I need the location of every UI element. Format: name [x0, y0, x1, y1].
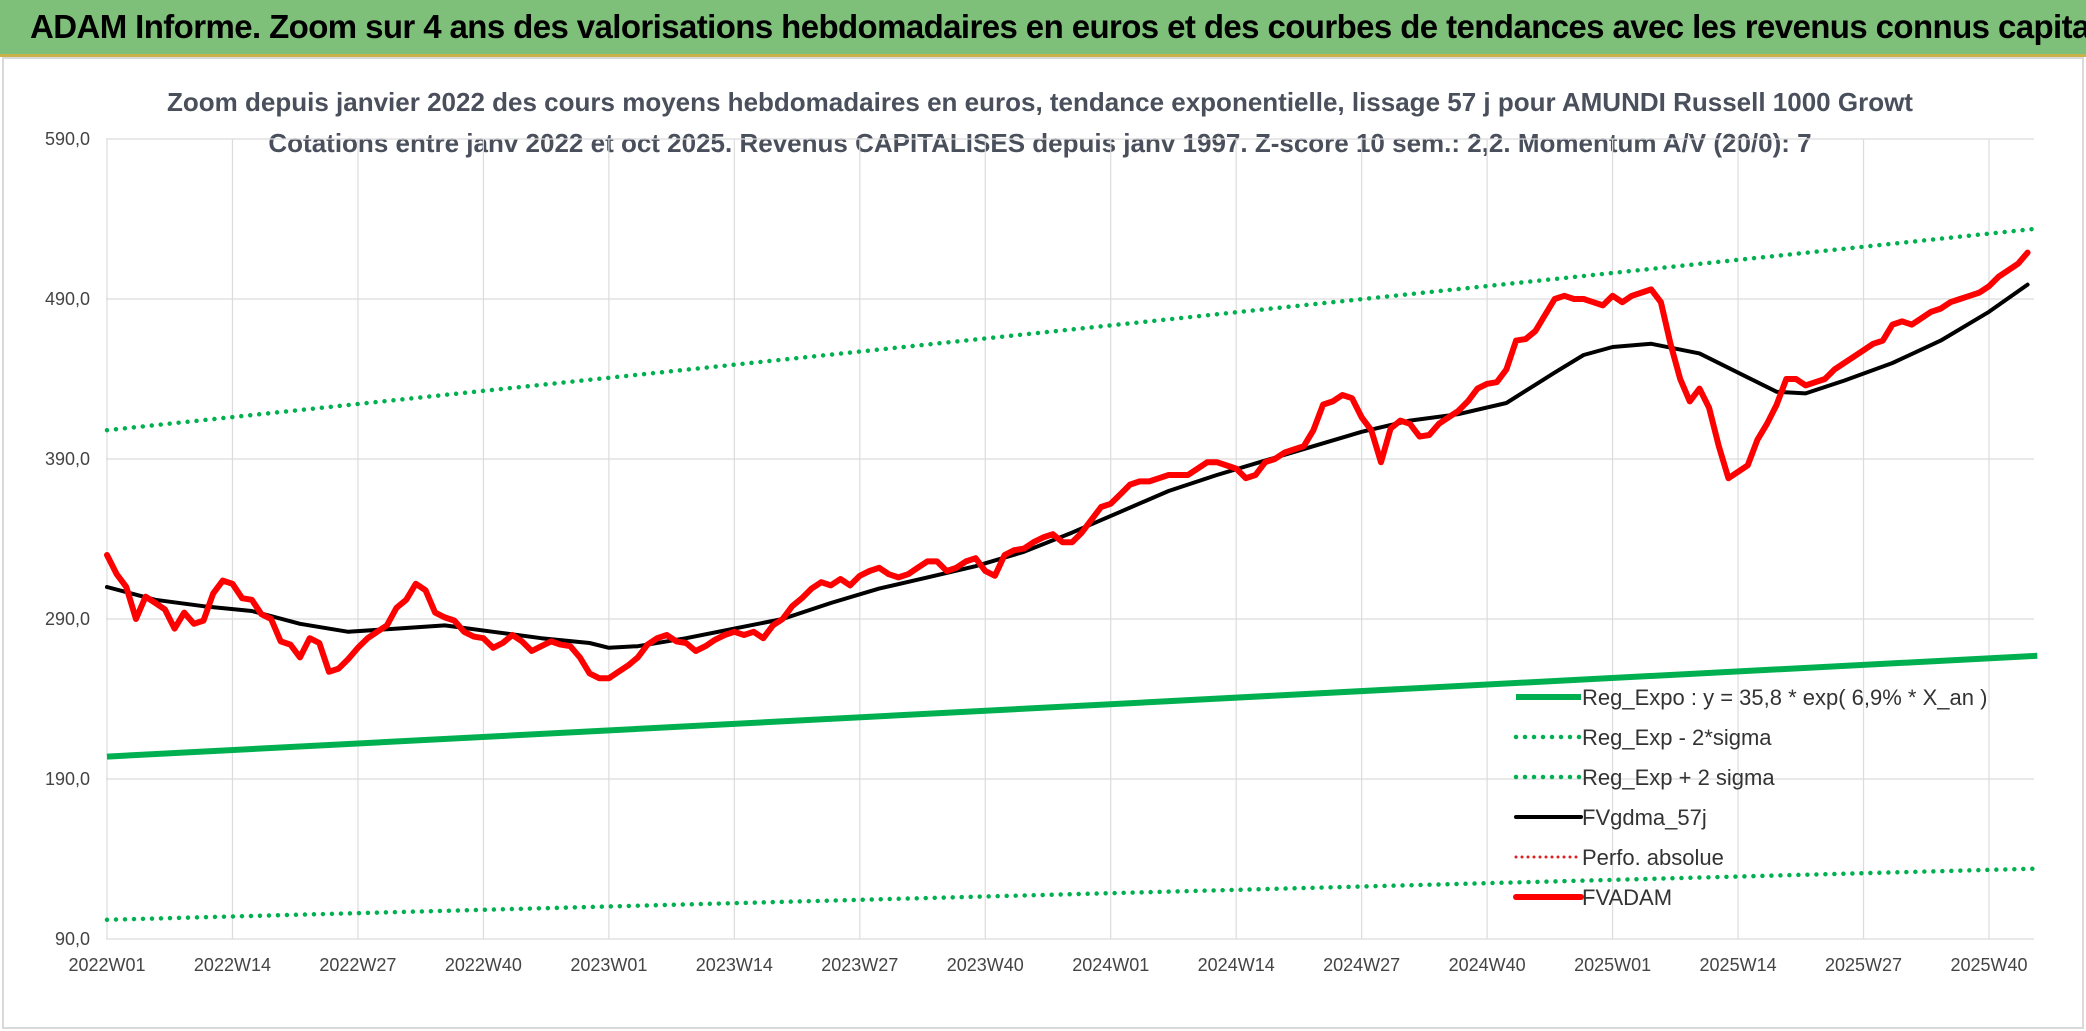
x-tick-label: 2023W40 [947, 955, 1024, 975]
x-tick-label: 2023W14 [696, 955, 773, 975]
x-tick-label: 2022W01 [68, 955, 145, 975]
series-line-reg_expo [106, 652, 2038, 760]
x-tick-label: 2022W40 [445, 955, 522, 975]
x-tick-label: 2024W27 [1323, 955, 1400, 975]
x-tick-label: 2025W01 [1574, 955, 1651, 975]
legend-label-reg_expo: Reg_Expo : y = 35,8 * exp( 6,9% * X_an ) [1582, 685, 1987, 710]
y-tick-label: 390,0 [45, 449, 90, 469]
y-tick-label: 590,0 [45, 129, 90, 149]
legend: Reg_Expo : y = 35,8 * exp( 6,9% * X_an )… [1513, 685, 1987, 910]
legend-label-reg_minus: Reg_Exp - 2*sigma [1582, 725, 1772, 750]
x-tick-label: 2025W14 [1700, 955, 1777, 975]
chart-subtitle: Cotations entre janv 2022 et oct 2025. R… [268, 128, 1811, 158]
series-layer [104, 226, 2040, 923]
series-line-fvgdma [105, 282, 2030, 650]
y-tick-label: 190,0 [45, 769, 90, 789]
x-tick-label: 2022W14 [194, 955, 271, 975]
series-line-reg_plus [104, 226, 2040, 433]
y-tick-label: 90,0 [55, 929, 90, 949]
legend-label-fvgdma: FVgdma_57j [1582, 805, 1707, 830]
x-tick-label: 2024W01 [1072, 955, 1149, 975]
x-tick-label: 2022W27 [319, 955, 396, 975]
report-title: ADAM Informe. Zoom sur 4 ans des valoris… [30, 8, 2086, 45]
chart-title: Zoom depuis janvier 2022 des cours moyen… [167, 87, 1913, 117]
series-line-reg_minus [104, 866, 2040, 923]
x-tick-label: 2023W27 [821, 955, 898, 975]
legend-label-perfo: Perfo. absolue [1582, 845, 1724, 870]
x-tick-label: 2024W14 [1198, 955, 1275, 975]
legend-label-reg_plus: Reg_Exp + 2 sigma [1582, 765, 1775, 790]
x-tick-label: 2024W40 [1449, 955, 1526, 975]
x-tick-label: 2023W01 [570, 955, 647, 975]
y-tick-label: 290,0 [45, 609, 90, 629]
series-line-fvadam [104, 249, 2031, 682]
y-tick-label: 490,0 [45, 289, 90, 309]
legend-label-fvadam: FVADAM [1582, 885, 1672, 910]
chart-frame: Zoom depuis janvier 2022 des cours moyen… [2, 57, 2084, 1029]
chart-canvas: Zoom depuis janvier 2022 des cours moyen… [45, 87, 2040, 975]
x-tick-label: 2025W27 [1825, 955, 1902, 975]
grid-lines [106, 138, 2034, 940]
x-tick-label: 2025W40 [1950, 955, 2027, 975]
axis-labels: 90,0 190,0 290,0 390,0 490,0 590,0 2022W01 2022… [45, 129, 2028, 975]
report-banner: ADAM Informe. Zoom sur 4 ans des valoris… [0, 0, 2086, 57]
